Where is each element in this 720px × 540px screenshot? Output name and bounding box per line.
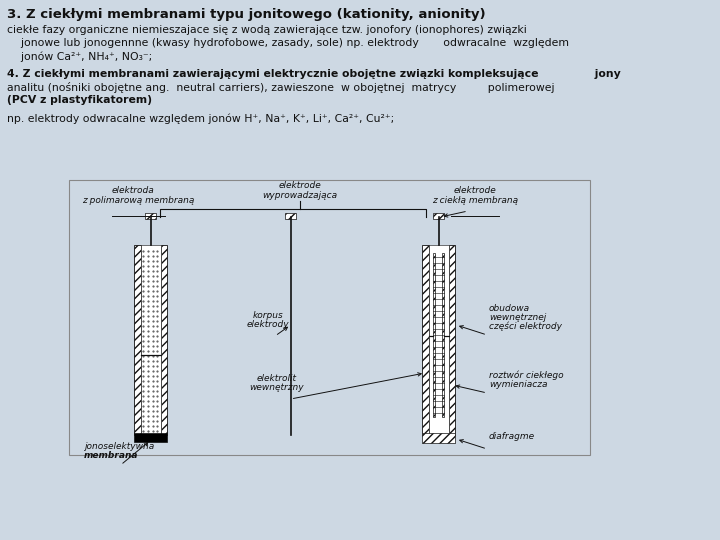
Text: membrana: membrana [84, 451, 138, 460]
Text: obudowa: obudowa [489, 304, 530, 313]
Text: analitu (nośniki obojętne ang.  neutral carriers), zawieszone  w obojętnej  matr: analitu (nośniki obojętne ang. neutral c… [7, 82, 555, 93]
Text: z ciekłą membraną: z ciekłą membraną [432, 196, 518, 205]
Text: np. elektrody odwracalne względem jonów H⁺, Na⁺, K⁺, Li⁺, Ca²⁺, Cu²⁺;: np. elektrody odwracalne względem jonów … [7, 113, 395, 124]
Text: części elektrody: części elektrody [489, 321, 562, 331]
Text: z polimarową membraną: z polimarową membraną [82, 196, 194, 205]
Text: jonoselektywna: jonoselektywna [84, 442, 154, 451]
Text: wymieniacza: wymieniacza [489, 380, 547, 389]
Text: 3. Z ciekłymi membranami typu jonitowego (kationity, anionity): 3. Z ciekłymi membranami typu jonitowego… [7, 8, 486, 21]
Bar [285, 213, 296, 219]
Text: (PCV z plastyfikatorem): (PCV z plastyfikatorem) [7, 95, 153, 105]
Text: korpus: korpus [253, 311, 283, 320]
Bar [135, 245, 140, 435]
Bar [135, 433, 167, 442]
Bar [442, 253, 444, 417]
Bar [422, 245, 428, 435]
Text: 4. Z ciekłymi membranami zawierającymi elektrycznie obojętne związki kompleksują: 4. Z ciekłymi membranami zawierającymi e… [7, 69, 621, 79]
Text: elektrode: elektrode [279, 181, 321, 190]
Text: jonowe lub jonogennne (kwasy hydrofobowe, zasady, sole) np. elektrody       odwr: jonowe lub jonogennne (kwasy hydrofobowe… [7, 38, 570, 48]
Text: wewnętrznej: wewnętrznej [489, 313, 546, 322]
Bar [161, 245, 167, 435]
Text: elektrode: elektrode [454, 186, 497, 195]
Text: wewnętrzny: wewnętrzny [250, 383, 305, 392]
Bar [145, 213, 156, 219]
Text: elektrody: elektrody [246, 320, 289, 329]
Bar [433, 213, 444, 219]
Text: elektrolit: elektrolit [257, 374, 297, 383]
Text: roztwór ciekłego: roztwór ciekłego [489, 370, 564, 380]
Text: jonów Ca²⁺, NH₄⁺, NO₃⁻;: jonów Ca²⁺, NH₄⁺, NO₃⁻; [7, 51, 153, 62]
Text: wyprowadzająca: wyprowadzająca [262, 191, 338, 200]
Bar [433, 253, 435, 417]
Text: ciekłe fazy organiczne niemieszajace się z wodą zawierające tzw. jonofory (ionop: ciekłe fazy organiczne niemieszajace się… [7, 25, 527, 35]
Bar [140, 245, 161, 435]
Text: elektroda: elektroda [111, 186, 154, 195]
Text: diafragme: diafragme [489, 432, 535, 441]
Bar [422, 433, 455, 443]
Bar [68, 180, 590, 455]
Bar [428, 245, 449, 435]
Bar [449, 245, 455, 435]
